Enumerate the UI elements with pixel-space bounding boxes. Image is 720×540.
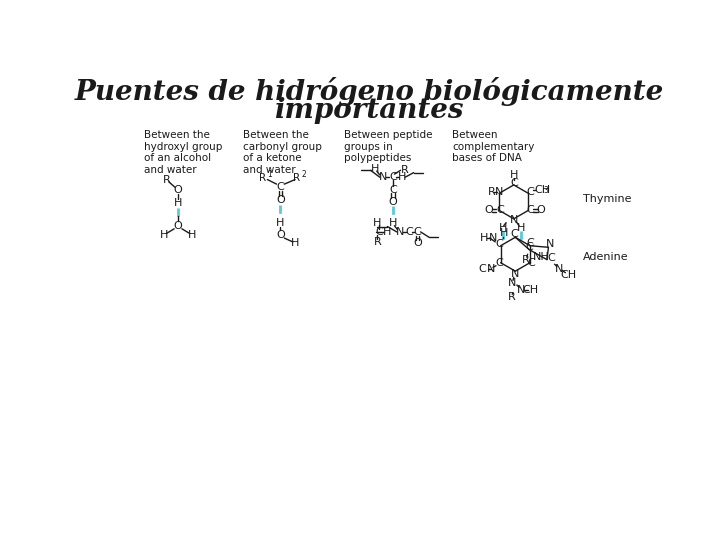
Text: Thymine: Thymine [583,194,631,204]
Text: NH: NH [532,252,549,261]
Text: N: N [555,264,564,274]
Text: N: N [546,239,554,249]
Text: H: H [371,164,379,174]
Text: Puentes de hidrógeno biológicamente: Puentes de hidrógeno biológicamente [74,77,664,106]
Text: C: C [413,227,421,237]
Text: CH: CH [560,270,577,280]
Text: N: N [487,264,495,274]
Text: O: O [174,185,182,195]
Text: C: C [526,241,533,252]
Text: C: C [478,264,486,274]
Text: 2: 2 [301,171,306,179]
Text: H: H [398,172,406,182]
Text: O: O [389,197,397,207]
Text: H: H [500,228,508,239]
Text: N: N [379,172,387,182]
Text: C: C [528,258,536,268]
Text: R: R [293,173,300,183]
Text: H: H [499,223,507,233]
Text: O: O [536,205,545,215]
Text: R: R [522,255,530,265]
Text: C: C [548,253,555,263]
Text: 1: 1 [267,171,272,179]
Text: 3: 3 [544,186,549,195]
Text: O: O [413,239,422,248]
Text: importantes: importantes [274,97,464,124]
Text: H: H [480,233,488,243]
Text: R: R [259,173,266,183]
Text: H: H [383,227,392,237]
Text: R: R [487,187,495,197]
Text: O: O [276,195,285,205]
Text: O: O [174,221,182,231]
Text: C: C [276,182,284,192]
Text: R: R [508,292,516,302]
Text: H: H [160,230,168,240]
Text: C: C [497,205,505,215]
Text: H: H [510,170,518,180]
Text: R: R [400,165,408,176]
Text: R: R [163,176,171,185]
Text: Between the
hydroxyl group
of an alcohol
and water: Between the hydroxyl group of an alcohol… [144,130,222,175]
Text: Between peptide
groups in
polypeptides: Between peptide groups in polypeptides [344,130,433,164]
Text: C: C [526,238,534,248]
Text: C: C [375,227,383,237]
Text: H: H [174,198,182,208]
Text: C: C [510,229,518,239]
Text: CH: CH [534,185,551,195]
Text: H: H [389,218,397,228]
Text: C: C [389,185,397,194]
Text: R: R [374,237,382,247]
Text: O: O [276,230,285,240]
Text: N: N [508,279,516,288]
Text: C: C [495,258,503,268]
Text: Adenine: Adenine [583,252,629,262]
Text: H: H [276,218,284,228]
Text: H: H [291,239,300,248]
Text: Between the
carbonyl group
of a ketone
and water: Between the carbonyl group of a ketone a… [243,130,322,175]
Text: H: H [517,223,526,233]
Text: N: N [395,227,404,237]
Text: CH: CH [523,285,539,295]
Text: C: C [405,227,413,237]
Text: N: N [489,233,497,243]
Text: C: C [526,187,534,197]
Text: H: H [188,230,196,240]
Text: C: C [510,178,518,188]
Text: O: O [484,205,492,215]
Text: C: C [526,205,534,215]
Text: N: N [495,187,503,197]
Text: C: C [495,239,503,249]
Text: Between
complementary
bases of DNA: Between complementary bases of DNA [452,130,534,164]
Text: H: H [373,218,382,228]
Text: N: N [510,215,518,225]
Text: N: N [517,285,526,295]
Text: C: C [389,172,397,182]
Text: N: N [511,269,520,279]
